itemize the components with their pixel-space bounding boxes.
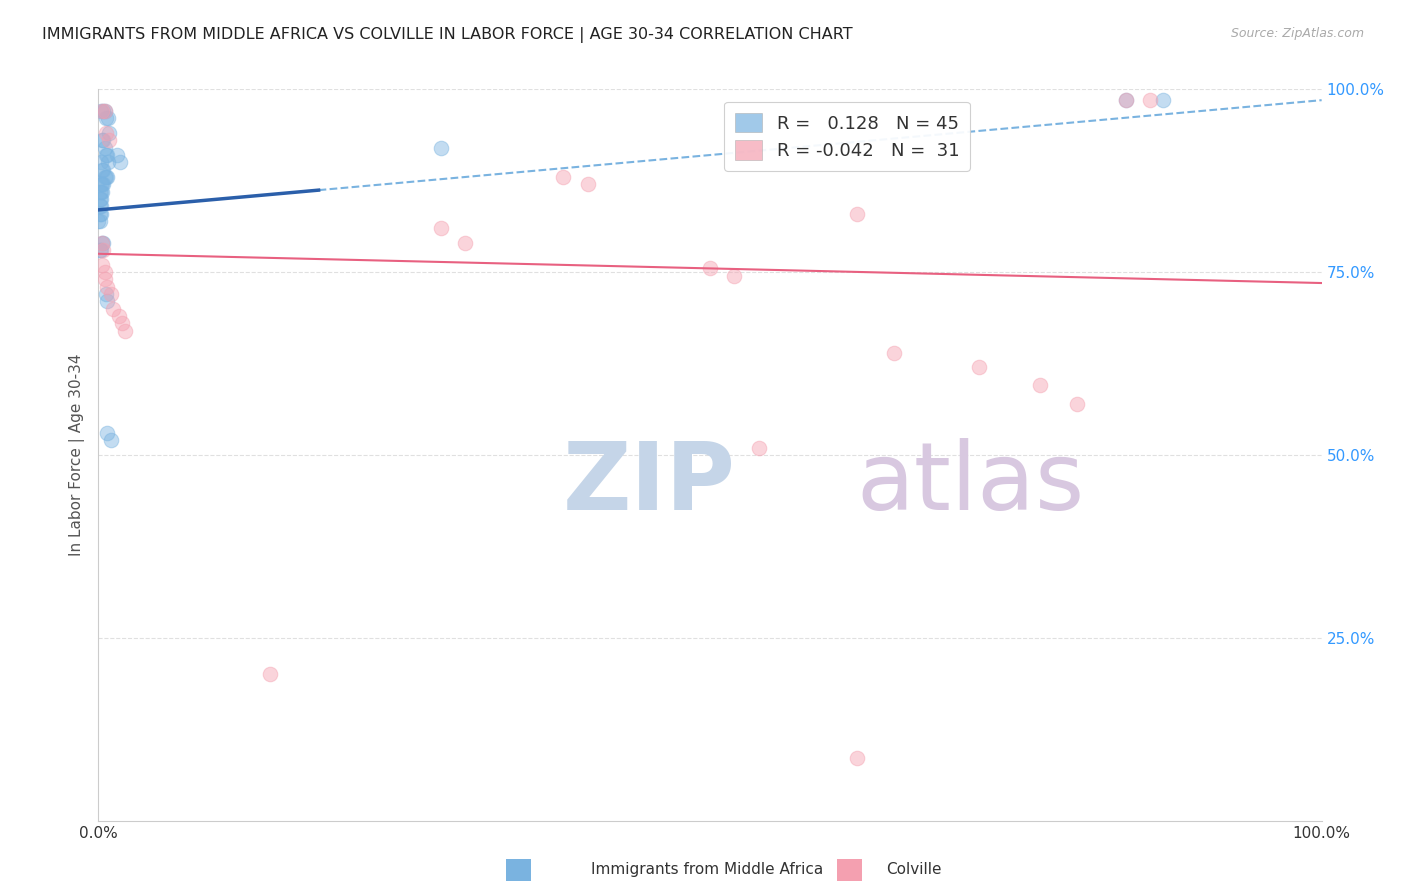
Point (93, 265, 115, 279)
Point (100, 434, 122, 448)
Text: atlas: atlas (856, 438, 1085, 530)
Point (90, 155, 112, 169)
Point (90, 199, 112, 213)
Point (94, 148, 117, 162)
Point (94, 126, 117, 140)
Point (93, 141, 115, 155)
Point (90, 185, 112, 199)
Point (108, 309, 131, 323)
Point (91, 162, 114, 177)
Point (90, 104, 112, 119)
Point (91, 104, 114, 119)
Point (91, 104, 114, 119)
Point (91, 133, 114, 147)
Point (98, 126, 121, 140)
Point (111, 316, 134, 330)
Point (90, 206, 112, 220)
Point (883, 345, 905, 359)
Text: Source: ZipAtlas.com: Source: ZipAtlas.com (1230, 27, 1364, 40)
Point (1152, 93, 1174, 107)
Point (699, 261, 721, 276)
Point (723, 268, 745, 283)
Point (93, 104, 115, 119)
Point (90, 178, 112, 192)
Point (89, 185, 111, 199)
Point (89, 243, 111, 257)
Point (845, 206, 868, 220)
Point (91, 185, 114, 199)
Text: ZIP: ZIP (564, 438, 737, 530)
Point (105, 148, 128, 162)
Point (91, 162, 114, 177)
Text: IMMIGRANTS FROM MIDDLE AFRICA VS COLVILLE IN LABOR FORCE | AGE 30-34 CORRELATION: IMMIGRANTS FROM MIDDLE AFRICA VS COLVILL… (42, 27, 853, 43)
Point (1115, 93, 1137, 107)
Point (1066, 397, 1088, 411)
Text: Immigrants from Middle Africa: Immigrants from Middle Africa (591, 863, 823, 877)
Point (91, 235, 114, 250)
Point (97, 155, 120, 169)
Point (1139, 93, 1161, 107)
Point (89, 199, 111, 213)
Point (94, 112, 117, 126)
Point (845, 751, 868, 765)
Point (91, 235, 114, 250)
Point (553, 169, 575, 184)
Point (748, 441, 770, 455)
Y-axis label: In Labor Force | Age 30-34: In Labor Force | Age 30-34 (69, 353, 84, 557)
Point (576, 178, 599, 192)
Point (259, 667, 281, 681)
Point (96, 294, 118, 309)
Point (1029, 378, 1052, 392)
Point (97, 112, 120, 126)
Point (93, 272, 115, 286)
Point (96, 425, 118, 440)
Point (96, 279, 118, 293)
Point (90, 243, 112, 257)
Point (454, 235, 477, 250)
Point (89, 206, 111, 220)
Point (94, 169, 117, 184)
Point (91, 178, 114, 192)
Point (1115, 93, 1137, 107)
Point (110, 155, 132, 169)
Point (90, 192, 112, 206)
Point (967, 360, 990, 375)
Point (93, 169, 115, 184)
Point (91, 133, 114, 147)
Point (91, 178, 114, 192)
Legend: R =   0.128   N = 45, R = -0.042   N =  31: R = 0.128 N = 45, R = -0.042 N = 31 (724, 102, 970, 170)
Point (96, 148, 118, 162)
Point (87, 214, 110, 228)
Point (101, 301, 124, 316)
Point (91, 235, 114, 250)
Point (93, 104, 115, 119)
Point (89, 214, 111, 228)
Point (96, 169, 118, 184)
Point (430, 221, 453, 235)
Point (94, 287, 117, 301)
Text: Colville: Colville (886, 863, 941, 877)
Point (430, 141, 453, 155)
Point (100, 287, 122, 301)
Point (91, 258, 114, 272)
Point (114, 324, 136, 338)
Point (91, 243, 114, 257)
Point (98, 133, 121, 147)
Point (89, 192, 111, 206)
